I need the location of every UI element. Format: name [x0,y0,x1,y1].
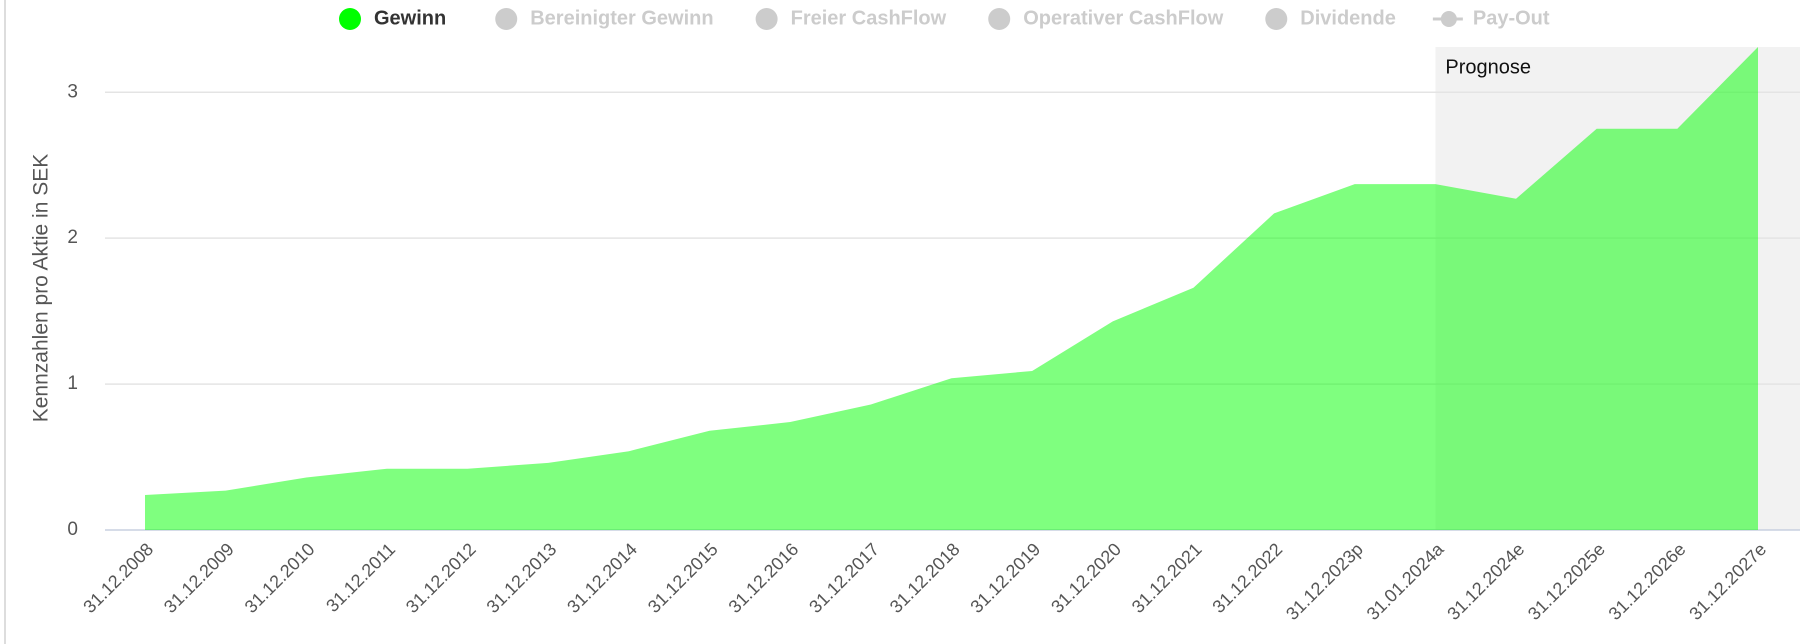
legend-marker [495,8,518,30]
x-tick-label: 31.12.2027e [1685,539,1770,624]
x-tick-label: 31.12.2023p [1282,539,1367,624]
legend-marker [1440,11,1457,27]
legend-marker [339,8,361,30]
x-tick-label: 31.12.2010 [241,539,319,617]
x-tick-label: 31.12.2015 [644,539,722,617]
y-tick-label: 3 [67,81,78,102]
x-tick-label: 31.12.2008 [79,539,157,617]
x-tick-label: 31.12.2017 [805,539,883,617]
x-tick-label: 31.12.2024e [1443,539,1528,624]
x-tick-label: 31.12.2021 [1128,539,1206,617]
x-tick-label: 31.12.2009 [160,539,238,617]
x-tick-label: 31.12.2012 [402,539,480,617]
legend-marker [1265,8,1288,30]
legend-label: Freier CashFlow [791,7,947,29]
legend-label: Bereinigter Gewinn [530,7,713,29]
legend-marker [755,8,778,30]
x-tick-label: 31.12.2019 [966,539,1044,617]
legend-label: Dividende [1300,7,1396,29]
legend-label: Gewinn [374,7,446,29]
y-axis-label: Kennzahlen pro Aktie in SEK [30,154,53,423]
x-tick-label: 31.12.2014 [563,539,641,617]
legend-label: Pay-Out [1473,7,1550,29]
legend-label: Operativer CashFlow [1023,7,1224,29]
x-tick-label: 31.12.2020 [1047,539,1125,617]
y-tick-label: 1 [67,373,78,394]
x-tick-label: 31.12.2011 [322,539,399,616]
x-tick-label: 31.12.2026e [1605,539,1690,624]
y-tick-label: 2 [67,227,78,248]
legend-marker [988,8,1011,30]
x-tick-label: 31.12.2013 [483,539,561,617]
forecast-label: Prognose [1445,56,1531,78]
x-tick-label: 31.12.2022 [1208,539,1286,617]
x-tick-label: 31.12.2025e [1524,539,1609,624]
x-tick-label: 31.01.2024a [1363,538,1449,624]
y-tick-label: 0 [67,519,78,540]
x-tick-label: 31.12.2016 [725,539,803,617]
area [145,47,1758,530]
x-tick-label: 31.12.2018 [886,539,964,617]
